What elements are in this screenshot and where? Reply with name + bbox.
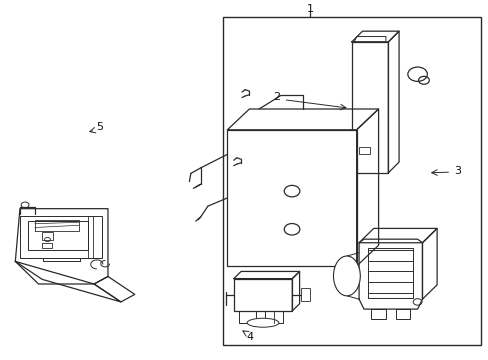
- Bar: [358, 147, 369, 154]
- Bar: [27, 221, 87, 250]
- Ellipse shape: [246, 318, 278, 327]
- Bar: [238, 311, 255, 323]
- Text: 3: 3: [453, 166, 460, 176]
- Bar: [222, 17, 480, 345]
- Bar: [233, 279, 292, 311]
- Ellipse shape: [333, 256, 360, 296]
- Bar: [395, 309, 409, 319]
- Text: 5: 5: [96, 122, 102, 132]
- Bar: [351, 42, 387, 173]
- Text: 4: 4: [245, 332, 253, 342]
- Bar: [265, 311, 282, 323]
- Bar: [227, 130, 356, 266]
- Bar: [20, 216, 102, 258]
- Bar: [370, 309, 385, 319]
- Text: 1: 1: [305, 4, 313, 14]
- Bar: [301, 288, 309, 301]
- Bar: [367, 248, 412, 298]
- Text: 2: 2: [273, 92, 280, 102]
- Bar: [42, 233, 53, 240]
